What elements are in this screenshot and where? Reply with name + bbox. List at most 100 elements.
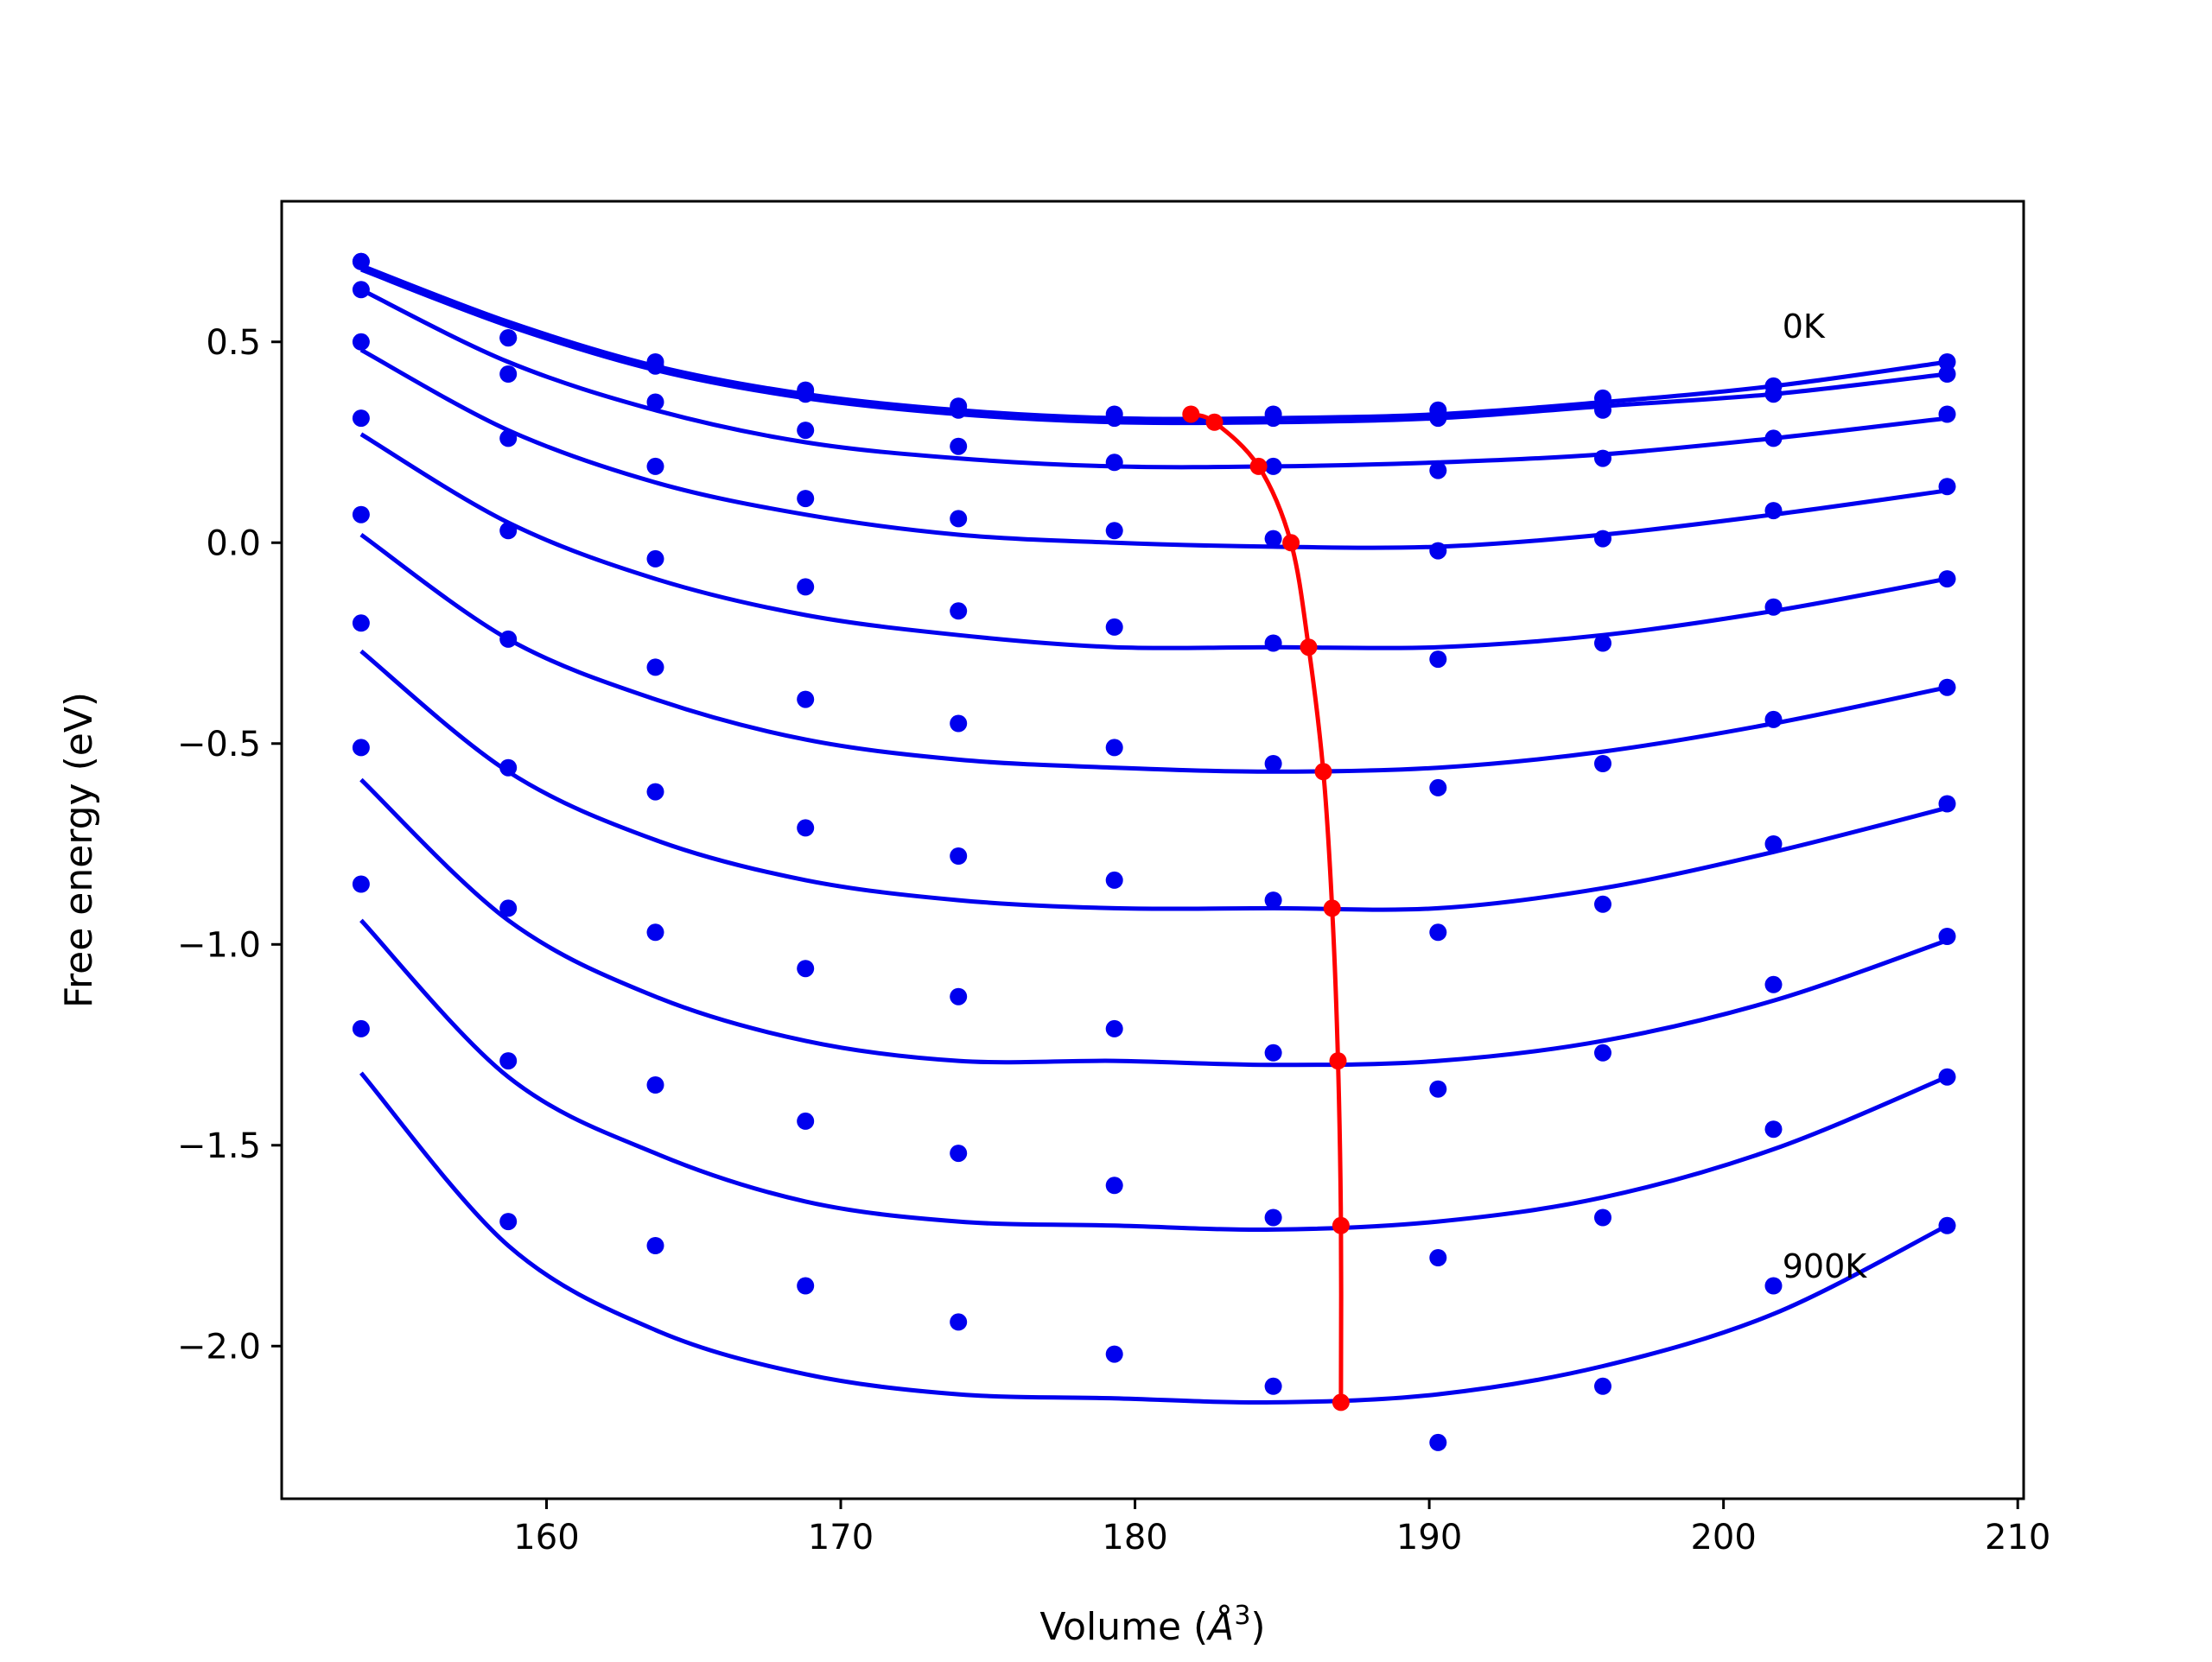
data-point <box>1429 1080 1447 1098</box>
minimum-point <box>1249 457 1268 475</box>
data-point <box>1429 778 1447 796</box>
data-point <box>499 630 518 648</box>
y-tick-label: −2.0 <box>177 1327 261 1367</box>
data-point <box>1594 895 1611 913</box>
data-point <box>1594 449 1611 467</box>
minimum-point <box>1282 534 1300 552</box>
x-tick-label: 210 <box>1985 1518 2050 1557</box>
data-point <box>1594 755 1611 772</box>
minimum-point <box>1300 638 1318 657</box>
data-point <box>646 1076 664 1094</box>
data-point <box>950 1145 968 1163</box>
data-point <box>1594 389 1611 407</box>
data-point <box>1429 542 1447 560</box>
data-point <box>950 1313 968 1331</box>
data-point <box>1764 975 1783 993</box>
y-tick-label: −0.5 <box>177 725 261 764</box>
y-tick-label: 0.0 <box>206 523 261 563</box>
data-point <box>646 549 664 568</box>
data-point <box>1105 739 1123 757</box>
data-point <box>1429 461 1447 479</box>
data-point <box>352 739 370 757</box>
data-point <box>352 409 370 428</box>
y-tick-label: −1.0 <box>177 925 261 965</box>
data-point <box>1938 928 1956 945</box>
data-point <box>1594 634 1611 652</box>
data-point <box>1938 405 1956 423</box>
data-point <box>1429 650 1447 669</box>
annotations-group: 0K 900K <box>1783 308 1868 1285</box>
data-point <box>1264 1377 1282 1395</box>
x-axis-ticks: 160 170 180 190 200 210 <box>513 1499 2050 1557</box>
data-point <box>1264 409 1282 428</box>
data-point <box>1429 923 1447 942</box>
data-point <box>797 960 815 978</box>
data-point <box>352 333 370 351</box>
x-tick-label: 160 <box>513 1518 579 1557</box>
data-point <box>950 987 968 1005</box>
data-point <box>797 422 815 440</box>
data-point <box>1105 454 1123 472</box>
data-point <box>950 401 968 419</box>
data-point <box>950 437 968 455</box>
data-point <box>1105 1177 1123 1195</box>
curve-annotation: 900K <box>1783 1247 1868 1285</box>
x-axis-label-superscript: 3 <box>1234 1601 1250 1631</box>
fit-curve-8 <box>359 918 1948 1233</box>
data-point <box>1938 353 1956 371</box>
data-point <box>950 714 968 733</box>
data-point <box>1938 1068 1956 1086</box>
data-points-group <box>352 252 1956 1451</box>
data-point <box>1264 755 1282 772</box>
fit-curve-5 <box>359 532 1948 774</box>
y-tick-label: 0.5 <box>206 323 261 363</box>
data-point <box>1594 1044 1611 1062</box>
x-tick-label: 180 <box>1102 1518 1167 1557</box>
data-point <box>1938 365 1956 383</box>
data-point <box>646 357 664 375</box>
minimum-curve-group <box>1182 405 1350 1411</box>
data-point <box>1764 429 1783 447</box>
data-point <box>1105 522 1123 540</box>
y-tick-label: −1.5 <box>177 1126 261 1166</box>
data-point <box>1938 570 1956 588</box>
fit-curve-3 <box>359 347 1948 550</box>
minimum-point <box>1329 1052 1347 1070</box>
data-point <box>646 923 664 942</box>
data-point <box>499 1052 518 1070</box>
data-point <box>1594 1208 1611 1227</box>
data-point <box>499 329 518 347</box>
x-tick-label: 170 <box>808 1518 874 1557</box>
fit-curves-group <box>359 263 1948 1405</box>
data-point <box>1264 891 1282 910</box>
data-point <box>1764 835 1783 853</box>
x-axis-label: Volume (Å3) <box>1039 1601 1265 1649</box>
data-point <box>499 899 518 917</box>
data-point <box>797 1112 815 1130</box>
data-point <box>1264 1208 1282 1227</box>
data-point <box>797 578 815 596</box>
data-point <box>352 875 370 893</box>
data-point <box>1429 1433 1447 1451</box>
fit-curve-6 <box>359 649 1948 912</box>
data-point <box>1105 871 1123 889</box>
minimum-point <box>1182 405 1200 423</box>
data-point <box>1938 795 1956 813</box>
data-point <box>1264 457 1282 475</box>
fit-curve-4 <box>359 432 1948 650</box>
y-axis-label: Free energy (eV) <box>57 692 101 1008</box>
fit-curve-7 <box>359 777 1948 1068</box>
data-point <box>1594 1377 1611 1395</box>
data-point <box>1764 385 1783 403</box>
data-point <box>1764 1120 1783 1139</box>
data-point <box>797 385 815 403</box>
data-point <box>1264 1044 1282 1062</box>
data-point <box>1764 1277 1783 1295</box>
curve-annotation: 0K <box>1783 308 1826 346</box>
data-point <box>1105 409 1123 428</box>
data-point <box>1105 1019 1123 1037</box>
data-point <box>646 1237 664 1254</box>
